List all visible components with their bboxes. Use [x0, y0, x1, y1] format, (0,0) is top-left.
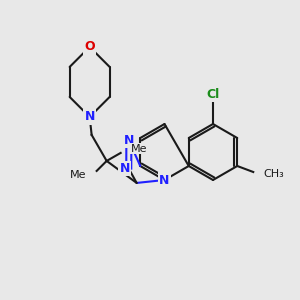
Text: Cl: Cl	[206, 88, 220, 100]
Text: O: O	[84, 40, 95, 53]
Text: N: N	[124, 134, 134, 147]
Text: N: N	[159, 173, 170, 187]
Text: N: N	[120, 162, 130, 175]
Text: CH₃: CH₃	[263, 169, 284, 179]
Text: Me: Me	[131, 144, 147, 154]
Text: Me: Me	[70, 170, 87, 180]
Text: N: N	[85, 110, 95, 123]
